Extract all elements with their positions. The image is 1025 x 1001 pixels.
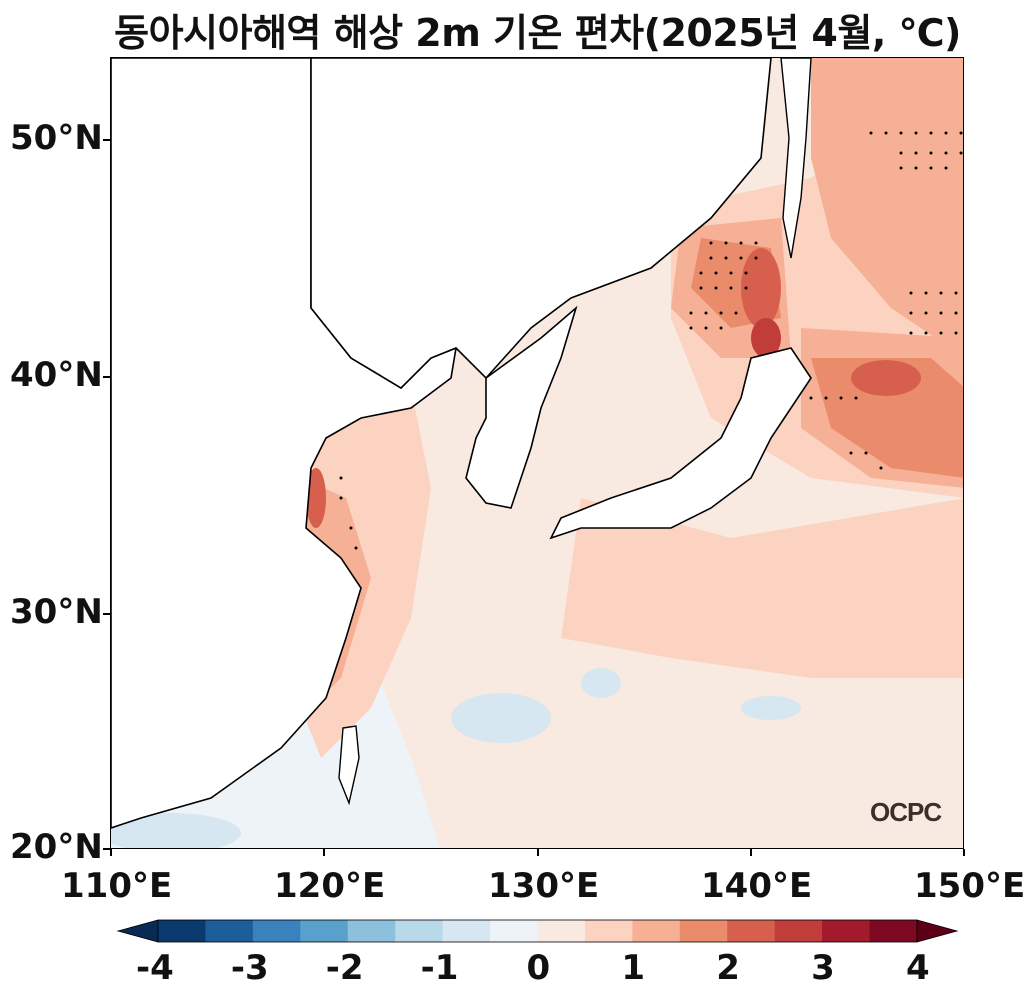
y-tick-mark (103, 613, 110, 615)
x-tick-mark (110, 849, 112, 856)
y-tick-label: 50°N (10, 118, 103, 158)
colorbar-segment (822, 920, 871, 942)
ocpc-logo: OCPC (870, 797, 942, 827)
colorbar-segment (727, 920, 776, 942)
colorbar-tick-label: -2 (325, 948, 364, 988)
colorbar-tick-label: 3 (811, 948, 835, 988)
colorbar-segment (158, 920, 206, 942)
colorbar-segment (395, 920, 444, 942)
x-tick-label: 140°E (701, 866, 813, 906)
anomaly-cool-patch-1 (451, 693, 551, 743)
map-plot-area (110, 57, 964, 849)
x-tick-label: 120°E (274, 866, 386, 906)
x-tick-mark (750, 849, 752, 856)
colorbar-segment (774, 920, 823, 942)
anomaly-cool-patch-2 (581, 668, 621, 698)
anomaly-hotspot-1 (851, 360, 921, 396)
colorbar-segment (252, 920, 301, 942)
land-taiwan (338, 725, 360, 806)
colorbar-segment (300, 920, 349, 942)
land-japan (549, 347, 812, 540)
colorbar-segment (442, 920, 491, 942)
x-tick-mark (323, 849, 325, 856)
colorbar-border (157, 919, 918, 943)
y-tick-label: 40°N (10, 355, 103, 395)
anomaly-cool-patch-3 (111, 813, 241, 848)
anomaly-band-1-1.5-northeast (811, 58, 963, 357)
x-tick-label: 110°E (61, 866, 173, 906)
x-tick-label: 130°E (488, 866, 600, 906)
y-tick-mark (103, 139, 110, 141)
y-tick-label: 20°N (10, 827, 103, 867)
colorbar-segment (869, 920, 918, 942)
significance-stippling (339, 131, 963, 550)
colorbar-segment (537, 920, 586, 942)
colorbar-segment (679, 920, 728, 942)
colorbar-extend-high (916, 919, 959, 943)
y-tick-mark (103, 376, 110, 378)
anomaly-hotspot-3 (751, 318, 781, 358)
chart-title: 동아시아해역 해상 2m 기온 편차(2025년 4월, ℃) (114, 11, 961, 55)
colorbar-segment (584, 920, 633, 942)
land-korea (465, 305, 578, 509)
anomaly-map (111, 58, 963, 848)
x-tick-mark (537, 849, 539, 856)
colorbar-tick-label: 1 (621, 948, 646, 988)
x-tick-label: 150°E (914, 866, 1025, 906)
land-sakhalin (780, 58, 812, 259)
anomaly-cool-patch-4 (741, 696, 801, 720)
colorbar-segment (347, 920, 396, 942)
colorbar-segment (490, 920, 538, 942)
anomaly-hotspot-2 (741, 248, 781, 328)
colorbar-extend-low (116, 919, 159, 943)
colorbar-tick-label: 0 (526, 948, 551, 988)
colorbar-tick-label: -4 (136, 948, 174, 988)
land-russia-manchuria (310, 58, 772, 390)
x-tick-mark (963, 849, 965, 856)
colorbar-segment (632, 920, 681, 942)
anomaly-band-0.5-1-pacific (561, 498, 963, 678)
anomaly-hotspot-4 (306, 468, 326, 528)
colorbar-tick-label: -3 (230, 948, 269, 988)
anomaly-band-2-northeast (811, 358, 963, 478)
colorbar-tick-label: -1 (420, 948, 459, 988)
y-tick-mark (103, 848, 110, 850)
colorbar-tick-label: 4 (906, 948, 930, 988)
y-tick-label: 30°N (10, 592, 103, 632)
colorbar-tick-label: 2 (716, 948, 740, 988)
colorbar-segment (205, 920, 254, 942)
